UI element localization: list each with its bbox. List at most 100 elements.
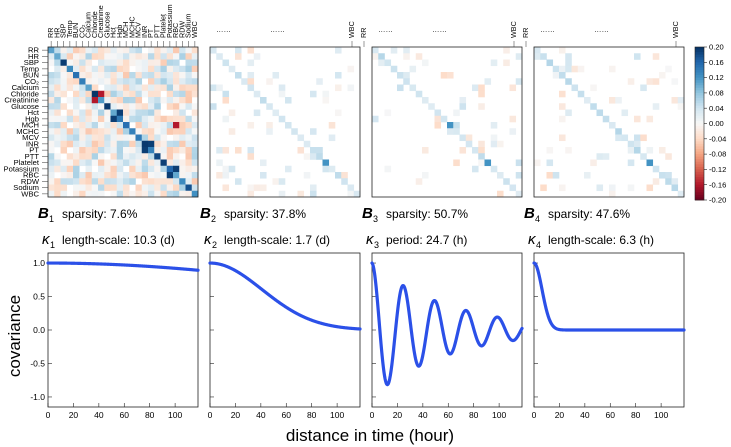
heatmap-cell [73,90,80,98]
column-label-ellipsis: …… [216,25,231,34]
heatmap-cell [116,172,124,179]
heatmap-cell [98,53,105,60]
heatmap-cell [415,53,423,60]
heatmap-cell [160,47,168,54]
column-label: CO₂ [77,24,86,38]
heatmap-cell [179,134,186,142]
row-label: RDW [21,177,40,186]
heatmap-cell [98,115,105,123]
heatmap-cell [148,103,155,110]
heatmap-cell [191,172,199,179]
heatmap-cell [135,47,143,54]
heatmap-cell [247,190,255,198]
heatmap-cell [48,190,55,198]
heatmap-cell [222,172,230,179]
heatmap-cell [116,53,124,60]
column-label: MCHC [127,16,136,38]
heatmap-cell [447,122,454,129]
heatmap-cell [154,109,161,117]
heatmap-cell [73,147,80,154]
heatmap-cell [565,109,572,117]
heatmap-cell [179,90,186,98]
heatmap-cell [260,184,267,192]
column-label: INR [140,26,149,38]
heatmap-cell [627,78,635,85]
heatmap-cell [372,47,379,54]
heatmap-cell [384,165,392,173]
heatmap-cell [85,178,93,185]
heatmap-cell [322,97,330,104]
heatmap-cell [185,59,193,67]
colorbar-segment [695,100,704,104]
heatmap-cell [559,72,566,79]
heatmap-cell [85,147,93,154]
row-label: RBC [23,171,40,180]
heatmap-cell [166,178,174,185]
column-label: Chloride [90,11,99,38]
heatmap-cell [54,153,61,160]
heatmap-cell [116,78,124,85]
heatmap-cell [141,115,149,123]
heatmap-cell [646,115,654,123]
colorbar-segment [695,194,704,198]
colorbar-segment [695,164,704,168]
heatmap-cell [260,159,267,167]
heatmap-cell [478,90,485,98]
heatmap-cell [48,115,55,123]
heatmap-cell [110,140,118,148]
heatmap-cell [185,153,193,160]
column-label: PT [146,28,155,38]
heatmap-cell [503,178,510,185]
heatmap-cell [104,140,111,148]
heatmap-cell [48,147,55,154]
heatmap-cell [341,172,348,179]
heatmap-cell [615,128,622,135]
heatmap-cell [297,134,305,142]
colorbar-segment [695,177,704,180]
heatmap-cell [154,159,161,167]
heatmap-cell [191,103,199,110]
heatmap-cell [148,72,155,79]
heatmap-cell [191,84,199,92]
heatmap-cell [191,59,199,67]
heatmap-cell [515,190,523,198]
colorbar-segment [695,131,704,135]
heatmap-cell [104,90,111,98]
heatmap-cell [297,190,305,198]
heatmap-cell [148,172,155,179]
colorbar-segment [695,108,704,112]
heatmap-cell [104,184,111,192]
heatmap-frame [371,46,523,198]
heatmap-cell [228,165,236,173]
heatmap-cell [160,122,168,129]
x-tick-label: 100 [654,410,668,420]
column-label: RBC [171,23,180,38]
heatmap-cell [66,109,74,117]
heatmap-cell [73,184,80,192]
heatmap-cell [60,65,68,73]
heatmap-cell [559,115,566,123]
heatmap-cell [54,90,61,98]
heatmap-cell [54,47,61,54]
heatmap-cell [98,47,105,54]
heatmap-cell [559,134,566,142]
column-label-ellipsis: …… [540,25,555,34]
heatmap-cell [91,103,99,110]
row-label: Temp [20,64,39,73]
heatmap-cell [634,115,641,123]
heatmap-cell [66,153,74,160]
heatmap-cell [322,159,330,167]
heatmap-cell [179,97,186,104]
heatmap-cell [73,109,80,117]
heatmap-cell [129,47,136,54]
heatmap-frame [47,46,199,198]
heatmap-cell [185,97,193,104]
heatmap-cell [110,115,118,123]
heatmap-cell [135,72,143,79]
heatmap-cell [54,59,61,67]
heatmap-cell [397,72,404,79]
heatmap-cell [66,53,74,60]
heatmap-cell [185,165,193,173]
colorbar-segment [695,77,704,81]
